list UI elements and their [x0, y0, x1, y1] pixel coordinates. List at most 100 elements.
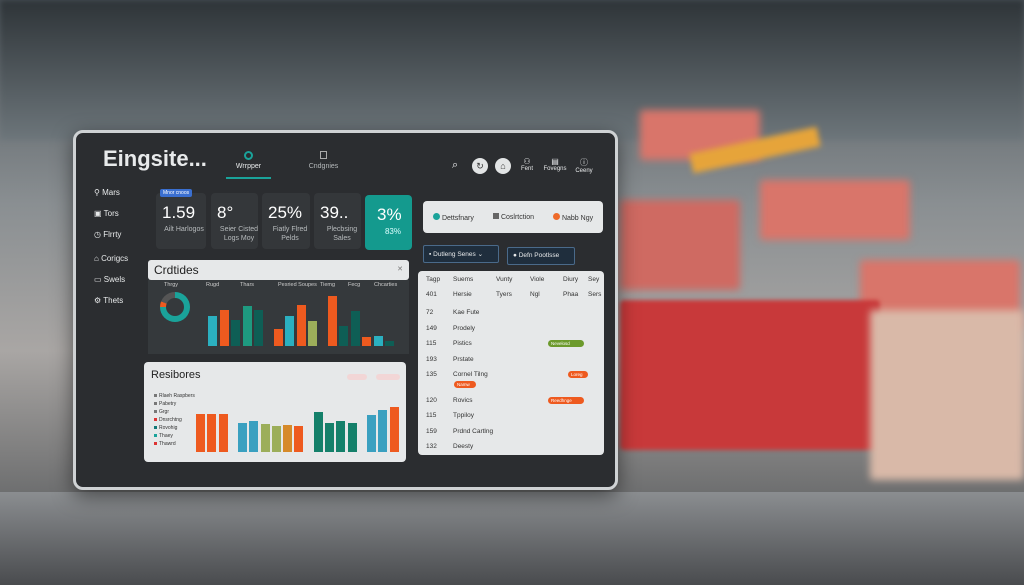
tab-cndgnies[interactable]: Cndgnies: [301, 151, 346, 179]
row-id: 159: [426, 427, 437, 435]
chart-bar: [254, 310, 263, 346]
tab-wrrpper[interactable]: Wrrpper: [226, 151, 271, 179]
people-icon: ⚇: [523, 157, 531, 166]
chart-bar: [350, 311, 360, 346]
chart-bar: [366, 415, 376, 452]
refresh-button[interactable]: ↻: [472, 158, 488, 174]
chart-bar: [285, 316, 294, 346]
truck-icon: ▭: [94, 275, 104, 284]
toolbar-ceeny[interactable]: ⓘ Ceeny: [572, 157, 596, 174]
sidebar-item-corigcs[interactable]: ⌂ Corigcs: [94, 254, 129, 263]
status-card: Dettsfnary Coslrtction Nabb Ngy: [423, 201, 603, 233]
chart-bar: [294, 425, 304, 452]
legend-marker: [154, 402, 157, 405]
legend-label: Rlaeh Raspbers: [159, 393, 195, 399]
alert-button[interactable]: [376, 374, 400, 380]
clock-icon: ◷: [94, 230, 104, 239]
legend-label: Thaey: [159, 433, 173, 439]
sidebar-item-thets[interactable]: ⚙ Thets: [94, 296, 124, 305]
search-icon[interactable]: ⌕: [452, 159, 459, 171]
legend-item: Rovohig: [154, 425, 177, 431]
legend-item: Thaey: [154, 433, 173, 439]
table-header-cell[interactable]: Phaa: [563, 291, 579, 298]
table-row[interactable]: 115 Tppiloy: [418, 412, 604, 427]
table-header-cell[interactable]: Ngl: [530, 291, 540, 298]
sidebar-item-mars[interactable]: ⚲ Mars: [94, 188, 120, 197]
row-id: 132: [426, 443, 437, 450]
chart-bar: [218, 413, 228, 452]
kpi-card[interactable]: 25% Fiatly Flred Pelds: [262, 193, 310, 249]
sidebar-item-flrrty[interactable]: ◷ Flrrty: [94, 230, 122, 239]
row-id: 115: [426, 340, 437, 347]
row-id: 149: [426, 324, 437, 332]
table-header-cell[interactable]: Vunty: [496, 276, 513, 283]
legend-item: Grgr: [154, 409, 169, 415]
table-header-cell[interactable]: Sers: [588, 291, 602, 298]
close-icon[interactable]: ✕: [397, 266, 403, 273]
table-row[interactable]: 132 Deesty: [418, 443, 604, 458]
table-header-cell[interactable]: Sey: [588, 276, 600, 283]
kpi-card[interactable]: Mnor cnoos 1.59 Ailt Harlogos: [156, 189, 206, 249]
chart-bar: [389, 407, 399, 452]
legend-item: Pabetry: [154, 401, 176, 407]
row-name: Tppiloy: [453, 412, 474, 419]
legend-label: Grgr: [159, 409, 169, 415]
table-header-cell[interactable]: 401: [426, 291, 437, 298]
sidebar-item-tors[interactable]: ▣ Tors: [94, 209, 119, 218]
table-row[interactable]: 135 Cornel Tilng Loreg: [418, 371, 604, 386]
status-item[interactable]: Nabb Ngy: [553, 213, 593, 222]
table-row[interactable]: 72 Kae Fute: [418, 309, 604, 324]
chart-bar: [196, 413, 205, 452]
container: [870, 310, 1024, 480]
kpi-card[interactable]: 8° Seier Cisted Logs Moy: [211, 193, 258, 249]
chart-bar: [385, 341, 394, 346]
box-icon: ▣: [94, 209, 104, 218]
container: [620, 200, 740, 290]
table-row[interactable]: 193 Prstate: [418, 356, 604, 371]
table-header-cell[interactable]: Hersie: [453, 291, 472, 298]
table-header-cell[interactable]: Tyers: [496, 291, 512, 298]
charts-panel: Thrgy Rugd Thars Pesried Soupes Tiemg Fecg Chc…: [148, 280, 409, 354]
table-row[interactable]: 120 Rovics Reedhnge: [418, 396, 604, 412]
table-header-cell[interactable]: Viole: [530, 276, 545, 283]
row-name: Cornel Tilng: [453, 371, 488, 378]
legend-item: Thawrd: [154, 441, 176, 447]
table-header-cell[interactable]: Tagp: [426, 276, 441, 283]
row-name: Prodely: [453, 324, 476, 332]
row-id: 72: [426, 309, 434, 316]
legend-item: Rlaeh Raspbers: [154, 393, 195, 399]
kpi-card[interactable]: 39.. Plecbsing Sales: [314, 193, 361, 249]
status-item[interactable]: Coslrtction: [493, 213, 534, 221]
chart-bar: [283, 425, 293, 452]
chart-bar: [273, 328, 283, 346]
dashboard-monitor: Eingsite... Wrrpper Cndgnies ⌕ ↻ ⌂ ⚇ Fent…: [73, 130, 618, 490]
table-row[interactable]: 159 Prdnd Cartlng: [418, 428, 604, 443]
chart-bar: [219, 310, 229, 346]
row-name: Deesty: [453, 443, 474, 450]
table-row[interactable]: 149 Prodely: [418, 325, 604, 340]
table-row[interactable]: 115 Pistics Nevelosd: [418, 340, 604, 355]
alert-icon: ⓘ: [580, 158, 588, 167]
legend-marker: [154, 418, 157, 421]
chevron-down-icon: ⌄: [477, 251, 484, 258]
bar-chart: [208, 294, 403, 346]
sidebar-item-swels[interactable]: ▭ Swels: [94, 275, 126, 284]
table-header-cell[interactable]: Suems: [453, 276, 474, 283]
filter-button[interactable]: ● Defn Pootlsse: [507, 247, 575, 265]
settings-button[interactable]: [347, 374, 367, 380]
charts-header: Crdtides ✕: [148, 260, 409, 280]
chart-bar: [327, 296, 337, 346]
table-header-cell[interactable]: Diury: [563, 276, 579, 283]
status-item[interactable]: Dettsfnary: [433, 213, 474, 222]
gear-icon: ⚙: [94, 296, 104, 305]
chart-bar: [296, 305, 306, 346]
status-badge: Nevelosd: [548, 340, 584, 347]
row-id: 120: [426, 396, 437, 404]
toolbar-fent[interactable]: ⚇ Fent: [516, 157, 538, 172]
kpi-card-highlight[interactable]: 3% 83%: [365, 195, 412, 250]
status-badge: Loreg: [568, 371, 588, 378]
home-button[interactable]: ⌂: [495, 158, 511, 174]
chart-bar: [336, 420, 346, 452]
toolbar-fovegns[interactable]: ▤ Fovegns: [540, 157, 570, 172]
series-dropdown[interactable]: ▪ Dutleng Senes ⌄: [423, 245, 499, 263]
